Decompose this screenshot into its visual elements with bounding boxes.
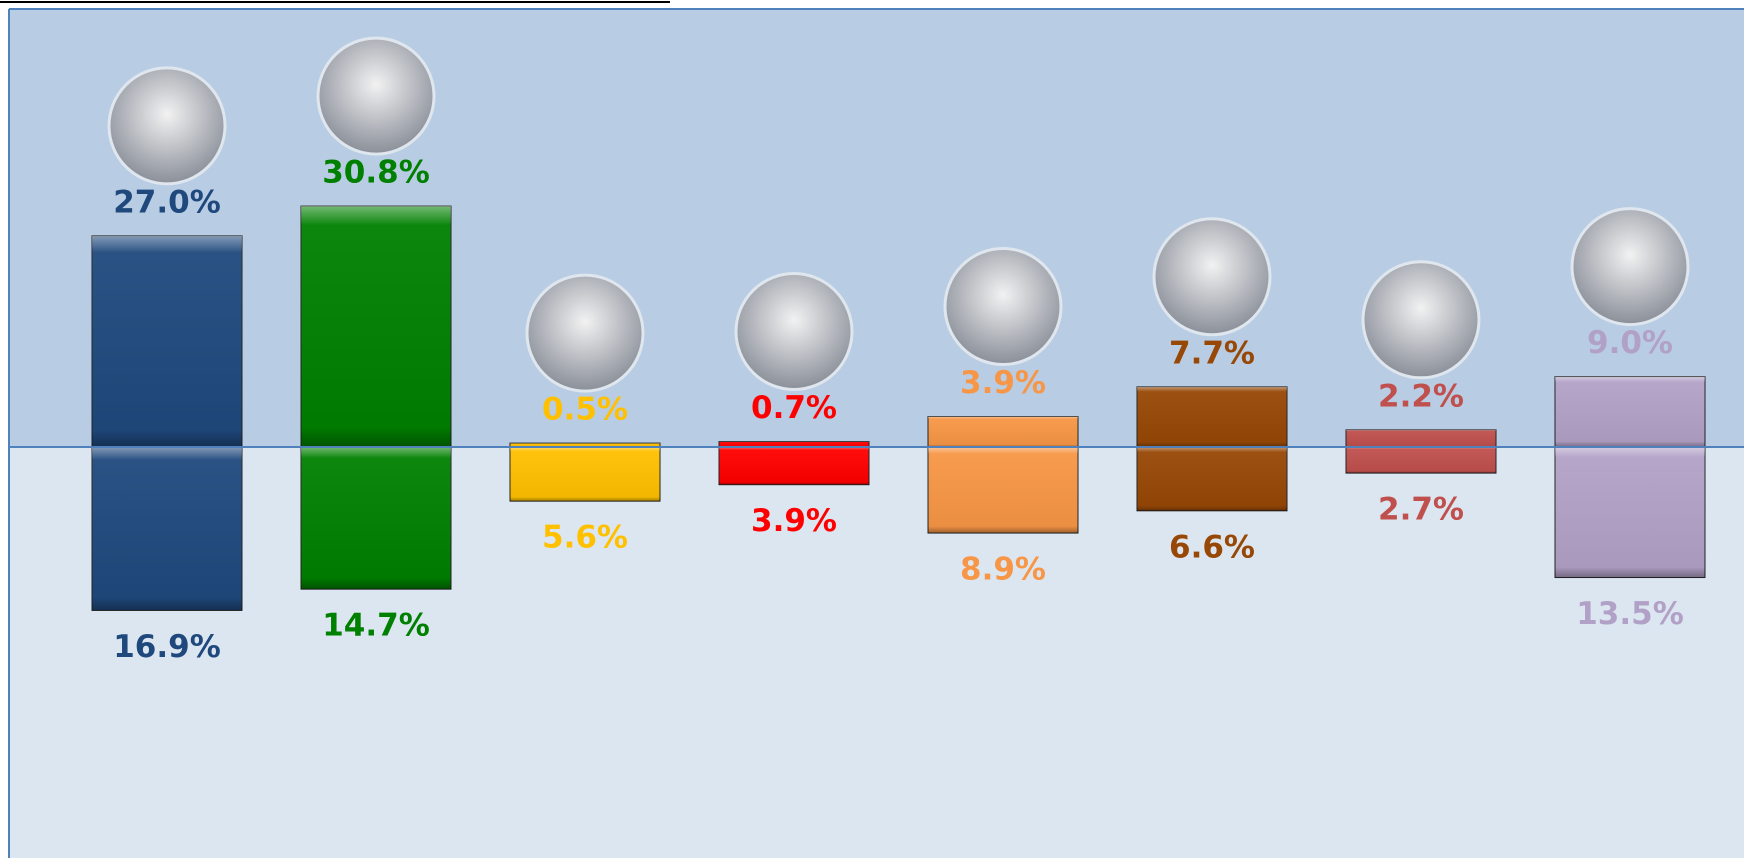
value-label: 5.6% — [542, 520, 628, 556]
bar-bevel — [92, 235, 242, 447]
candidate-photo — [525, 273, 645, 393]
value-label: 6.6% — [1169, 529, 1255, 565]
bar-bevel — [719, 441, 869, 447]
bar-bevel — [301, 206, 451, 447]
bar-bevel — [1555, 447, 1705, 578]
value-label: 16.9% — [113, 629, 221, 665]
candidate-photo — [1570, 207, 1690, 327]
bar-bevel — [1346, 447, 1496, 474]
value-label: 3.9% — [751, 503, 837, 539]
value-label: 0.7% — [751, 390, 837, 426]
value-label: 30.8% — [322, 155, 430, 191]
candidate-photo — [1361, 260, 1481, 380]
candidate-photo — [943, 246, 1063, 366]
value-label: 13.5% — [1576, 596, 1684, 632]
bar-bevel — [719, 447, 869, 485]
candidate-photo — [734, 272, 854, 392]
value-label: 14.7% — [322, 608, 430, 644]
bar-bevel — [928, 447, 1078, 534]
value-label: 3.9% — [960, 365, 1046, 401]
candidate-photo — [316, 36, 436, 156]
bar-bevel — [510, 447, 660, 502]
value-label: 7.7% — [1169, 335, 1255, 371]
lower-area — [9, 447, 1744, 858]
bar-bevel — [1346, 429, 1496, 447]
value-label: 0.5% — [542, 392, 628, 428]
value-label: 27.0% — [113, 184, 221, 220]
candidate-photo — [1152, 217, 1272, 337]
value-label: 2.2% — [1378, 378, 1464, 414]
bar-bevel — [1137, 386, 1287, 447]
bar-bevel — [1555, 376, 1705, 447]
marks: 27.0% 16.9% 30.8% 14.7% 0.5% 5.6% 0.7% 3.9% 3.9%… — [91, 36, 1706, 665]
value-label: 2.7% — [1378, 492, 1464, 528]
upper-area — [9, 9, 1744, 447]
bar-bevel — [928, 416, 1078, 447]
value-label: 9.0% — [1587, 325, 1673, 361]
bar-bevel — [301, 447, 451, 590]
value-label: 8.9% — [960, 552, 1046, 588]
bar-bevel — [510, 443, 660, 447]
bar-bevel — [92, 447, 242, 611]
candidate-photo — [107, 66, 227, 186]
bar-bevel — [1137, 447, 1287, 511]
